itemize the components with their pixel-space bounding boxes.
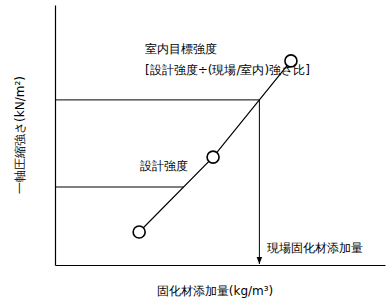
axis-line [56, 265, 386, 266]
y-axis-title: 一軸圧縮強さ(kN/m²) [13, 76, 27, 194]
plot-area [55, 55, 297, 238]
data-point [207, 151, 219, 163]
reference-label: 設計強度 [140, 159, 188, 173]
x-axis-title: 固化材添加量(kg/m³) [157, 284, 273, 298]
y-axis [55, 6, 56, 266]
reference-label: [設計強度÷(現場/室内)強さ比] [145, 63, 310, 77]
chart: 室内目標強度 [設計強度÷(現場/室内)強さ比] 設計強度現場固化材添加量固化材添加… [0, 0, 392, 303]
arrow [259, 100, 260, 264]
annotation: 現場固化材添加量 [267, 241, 363, 255]
annotations: 室内目標強度 [設計強度÷(現場/室内)強さ比] 設計強度現場固化材添加量 [140, 42, 363, 255]
data-line [139, 61, 291, 232]
data-point [133, 226, 145, 238]
x-axis [56, 265, 386, 266]
reference-line [55, 187, 184, 188]
axis-line [55, 6, 56, 266]
reference-line [55, 99, 259, 100]
plot: 室内目標強度 [設計強度÷(現場/室内)強さ比] 設計強度現場固化材添加量 [55, 6, 386, 266]
reference-label: 室内目標強度 [145, 42, 217, 56]
